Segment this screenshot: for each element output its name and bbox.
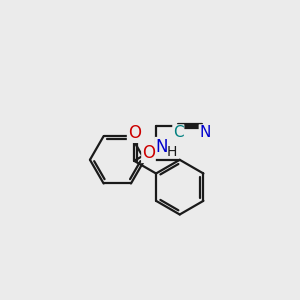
Text: N: N	[155, 138, 168, 156]
Text: C: C	[173, 125, 184, 140]
Text: H: H	[166, 145, 177, 159]
Text: N: N	[200, 125, 211, 140]
Text: O: O	[128, 124, 141, 142]
Text: O: O	[142, 144, 155, 162]
